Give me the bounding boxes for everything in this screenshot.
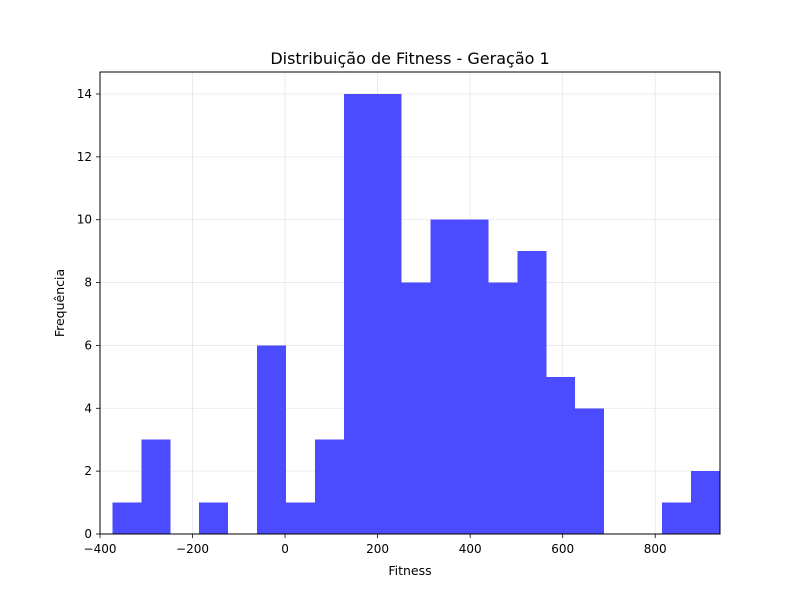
histogram-bar	[459, 219, 489, 534]
y-tick-label: 12	[77, 150, 92, 164]
y-tick-label: 8	[84, 276, 92, 290]
x-tick-label: 0	[281, 542, 289, 556]
y-tick-label: 4	[84, 401, 92, 415]
histogram-bar	[517, 251, 547, 534]
histogram-bar	[286, 502, 315, 534]
y-tick-label: 0	[84, 527, 92, 541]
x-tick-label: 400	[459, 542, 482, 556]
histogram-bar	[488, 282, 518, 534]
y-tick-label: 14	[77, 87, 92, 101]
x-tick-label: 200	[366, 542, 389, 556]
y-axis-label: Frequência	[52, 269, 67, 337]
histogram-bar	[257, 345, 286, 534]
histogram-bar	[343, 94, 373, 534]
y-tick-label: 10	[77, 213, 92, 227]
histogram-bar	[112, 502, 142, 534]
histogram-bar	[575, 408, 605, 534]
histogram-bar	[199, 502, 229, 534]
x-tick-label: −400	[84, 542, 117, 556]
histogram-bars	[112, 94, 720, 534]
y-tick-label: 2	[84, 464, 92, 478]
x-axis-label: Fitness	[388, 563, 431, 578]
x-tick-label: 600	[551, 542, 574, 556]
plot-frame	[99, 71, 721, 535]
histogram-bar	[141, 439, 171, 534]
x-tick-label: 800	[644, 542, 667, 556]
y-axis-ticks: 0 2 4 6 8 10 12 14	[77, 87, 100, 541]
histogram-bar	[430, 219, 460, 534]
x-tick-label: −200	[176, 542, 209, 556]
histogram-bar	[661, 502, 691, 534]
histogram-bar	[372, 94, 402, 534]
chart-title: Distribuição de Fitness - Geração 1	[270, 49, 549, 68]
histogram-bar	[314, 439, 344, 534]
histogram-bar	[546, 376, 576, 534]
y-tick-label: 6	[84, 338, 92, 352]
histogram-bar	[690, 471, 720, 534]
histogram-bar	[401, 282, 431, 534]
x-axis-ticks: −400 −200 0 200 400 600 800	[84, 534, 667, 556]
